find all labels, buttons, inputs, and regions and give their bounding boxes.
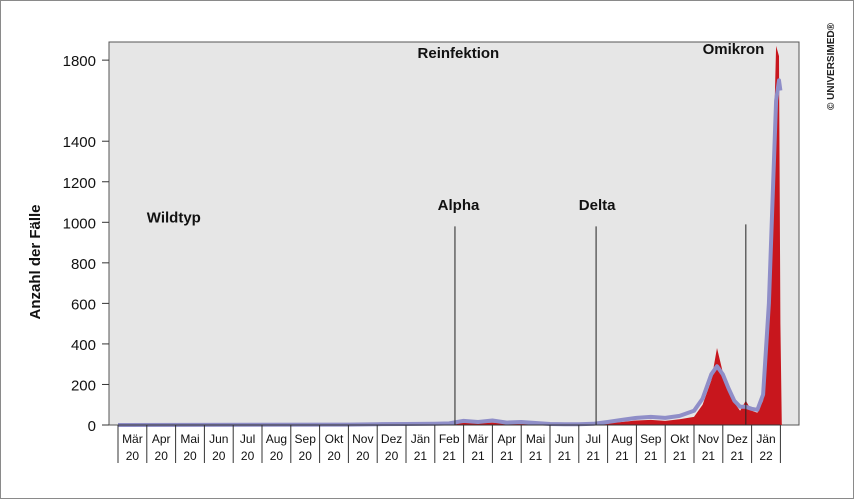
- x-tick-month: Mär: [122, 432, 143, 446]
- variant-annotations: Wildtyp Reinfektion Alpha Delta Omikron: [147, 41, 765, 226]
- x-tick-month: Dez: [727, 432, 748, 446]
- x-tick-year: 20: [299, 449, 313, 463]
- y-tick-label: 0: [88, 418, 96, 435]
- x-tick-month: Apr: [497, 432, 516, 446]
- y-tick-label: 400: [71, 337, 96, 354]
- annotation-label: Omikron: [703, 41, 765, 58]
- x-tick-month: Sep: [295, 432, 317, 446]
- x-tick-month: Sep: [640, 432, 662, 446]
- x-tick-month: Jun: [209, 432, 228, 446]
- x-tick-year: 20: [126, 449, 140, 463]
- x-tick-month: Jän: [756, 432, 775, 446]
- x-tick-month: Mai: [180, 432, 199, 446]
- copyright-note: © UNIVERSIMED®: [826, 14, 846, 124]
- x-tick-month: Feb: [439, 432, 460, 446]
- y-tick-label: 200: [71, 377, 96, 394]
- copyright-text: © UNIVERSIMED®: [826, 23, 837, 110]
- x-tick-month: Jul: [240, 432, 255, 446]
- x-tick-month: Nov: [352, 432, 373, 446]
- x-tick-year: 20: [241, 449, 255, 463]
- annotation-label: Alpha: [438, 197, 480, 214]
- x-tick-month: Mär: [468, 432, 489, 446]
- x-tick-year: 20: [327, 449, 341, 463]
- x-tick-year: 20: [155, 449, 169, 463]
- x-tick-year: 22: [759, 449, 773, 463]
- x-tick-year: 21: [529, 449, 543, 463]
- series-line-1: [117, 78, 783, 427]
- y-tick-label: 1800: [63, 53, 96, 70]
- x-tick-month: Jul: [586, 432, 601, 446]
- x-tick-year: 21: [414, 449, 428, 463]
- x-tick-year: 21: [702, 449, 716, 463]
- x-tick-year: 21: [673, 449, 687, 463]
- x-tick-month: Aug: [611, 432, 632, 446]
- y-axis: 0 200 400 600 800 1000 1200 1400 1800: [63, 53, 109, 435]
- x-tick-year: 21: [471, 449, 485, 463]
- x-tick-year: 20: [356, 449, 370, 463]
- annotation-label: Reinfektion: [418, 45, 500, 62]
- x-tick-month: Apr: [152, 432, 171, 446]
- y-tick-label: 1200: [63, 175, 96, 192]
- x-tick-year: 20: [270, 449, 284, 463]
- x-axis: Mär 20 Apr 20 Mai 20 Jun 20 Jul 20 Aug 20 Sep 20 Okt 20…: [117, 424, 781, 463]
- x-tick-year: 20: [212, 449, 226, 463]
- y-tick-label: 800: [71, 256, 96, 273]
- annotation-label: Delta: [579, 197, 616, 214]
- x-tick-month: Jun: [555, 432, 574, 446]
- x-tick-year: 21: [731, 449, 745, 463]
- y-tick-label: 600: [71, 296, 96, 313]
- x-tick-year: 21: [500, 449, 514, 463]
- x-tick-month: Jän: [411, 432, 430, 446]
- y-axis-label: Anzahl der Fälle: [27, 204, 44, 319]
- x-tick-month: Mai: [526, 432, 545, 446]
- x-tick-year: 21: [644, 449, 658, 463]
- y-tick-label: 1000: [63, 215, 96, 232]
- x-tick-month: Nov: [698, 432, 719, 446]
- area-series-group: [117, 45, 783, 427]
- x-tick-month: Okt: [670, 432, 689, 446]
- x-tick-month: Okt: [325, 432, 344, 446]
- plot-area: [108, 41, 800, 426]
- x-tick-year: 21: [615, 449, 629, 463]
- x-tick-month: Aug: [266, 432, 287, 446]
- x-tick-month: Dez: [381, 432, 402, 446]
- annotation-label: Wildtyp: [147, 209, 201, 226]
- x-tick-year: 21: [558, 449, 572, 463]
- x-tick-year: 21: [443, 449, 457, 463]
- x-tick-year: 20: [183, 449, 197, 463]
- y-tick-label: 1400: [63, 134, 96, 151]
- x-tick-year: 20: [385, 449, 399, 463]
- variant-markers: [454, 224, 747, 425]
- x-tick-year: 21: [587, 449, 601, 463]
- series-area-0: [118, 45, 782, 426]
